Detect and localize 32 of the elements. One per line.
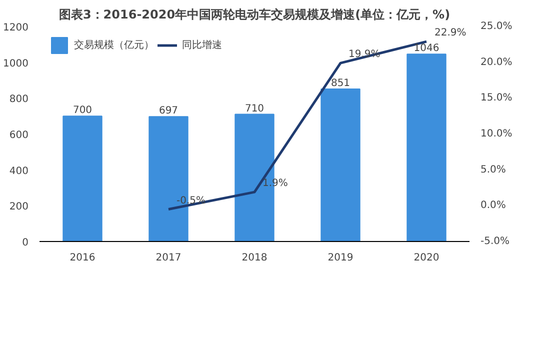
y2-tick-label: 20.0% (480, 56, 512, 68)
y-tick-label: 600 (9, 130, 29, 141)
data-label: 22.9% (434, 28, 466, 39)
data-label: 700 (72, 105, 92, 116)
x-tick-label: 2016 (70, 252, 96, 264)
bar (62, 116, 102, 242)
y2-tick-label: 0.0% (480, 200, 506, 212)
y-tick-label: 200 (9, 202, 29, 213)
y2-tick-label: 5.0% (480, 164, 506, 176)
data-label: 1046 (414, 43, 440, 54)
data-label: 710 (244, 103, 264, 114)
x-tick-label: 2019 (328, 252, 354, 264)
y2-tick-label: 25.0% (480, 21, 512, 32)
y2-tick-label: 15.0% (480, 92, 512, 104)
legend-label: 同比增速 (182, 38, 222, 52)
y-tick-label: 1000 (3, 58, 29, 70)
bar (320, 88, 360, 242)
bar (406, 54, 446, 242)
x-tick-label: 2017 (156, 252, 182, 264)
chart-title: 图表3：2016-2020年中国两轮电动车交易规模及增速(单位：亿元，%) (58, 8, 450, 22)
data-label: -0.5% (176, 195, 206, 206)
x-tick-label: 2018 (242, 252, 268, 264)
data-label: 697 (158, 106, 178, 117)
y-tick-label: 0 (22, 238, 29, 248)
legend-label: 交易规模（亿元） (74, 38, 154, 52)
y-tick-label: 1200 (3, 22, 29, 34)
y2-tick-label: 10.0% (480, 128, 512, 140)
y2-tick-label: -5.0% (480, 236, 510, 247)
y-tick-label: 800 (9, 94, 29, 106)
y-tick-label: 400 (9, 166, 29, 177)
x-tick-label: 2020 (414, 252, 440, 264)
data-label: 851 (330, 78, 350, 90)
